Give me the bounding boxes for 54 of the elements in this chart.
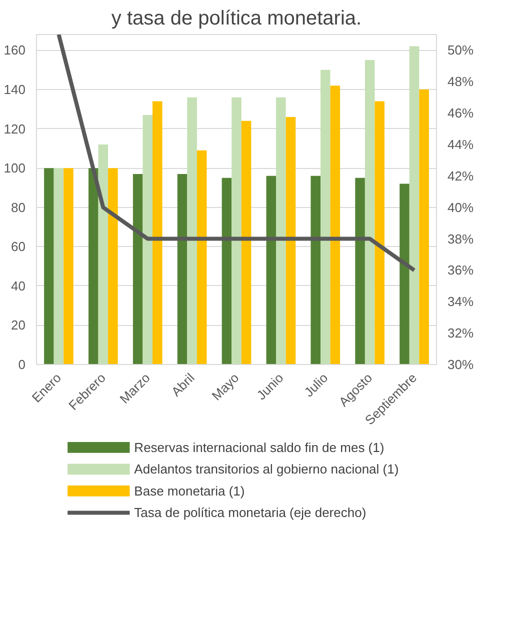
bar — [400, 184, 410, 364]
bar — [142, 115, 152, 364]
legend-label: Tasa de política monetaria (eje derecho) — [134, 505, 366, 520]
line-series — [56, 34, 416, 272]
legend-label: Base monetaria (1) — [134, 483, 245, 498]
bar — [364, 60, 375, 364]
bar — [98, 144, 108, 364]
y-tick-label: 20 — [11, 318, 26, 333]
y2-tick-label: 34% — [448, 294, 474, 310]
y-tick-label: 140 — [4, 82, 26, 97]
bar — [241, 120, 252, 364]
y2-tick-label: 30% — [448, 357, 474, 372]
bar — [355, 178, 365, 364]
y-tick-label: 60 — [11, 239, 26, 254]
bar — [177, 174, 188, 364]
bar — [286, 117, 296, 364]
x-tick-label: Julio — [301, 370, 331, 400]
y2-tick-label: 36% — [448, 262, 474, 278]
bar — [330, 86, 340, 364]
y-tick-label: 0 — [18, 357, 26, 372]
legend-label: Adelantos transitorios al gobierno nacional (1) — [134, 462, 399, 477]
bar — [88, 168, 98, 364]
bar — [374, 101, 384, 364]
y2-tick-label: 40% — [448, 200, 474, 215]
y-tick-label: 120 — [4, 121, 26, 136]
y2-tick-label: 44% — [448, 137, 474, 152]
y2-tick-label: 38% — [448, 231, 474, 246]
bar — [222, 178, 232, 364]
bar — [132, 174, 143, 364]
legend-label: Reservas internacional saldo fin de mes (1) — [134, 440, 384, 455]
bar — [276, 97, 286, 364]
y2-tick-label: 46% — [448, 106, 474, 121]
y2-tick-label: 42% — [448, 168, 474, 184]
y-tick-label: 80 — [11, 200, 26, 215]
bar — [196, 150, 207, 364]
bar — [232, 97, 242, 364]
bar — [54, 168, 64, 364]
bar — [310, 176, 320, 364]
bar — [152, 101, 162, 364]
bar — [409, 46, 420, 364]
bar — [320, 70, 330, 364]
chart-title: y tasa de política monetaria. — [111, 8, 362, 30]
bar — [187, 97, 197, 364]
bar — [108, 168, 118, 364]
bar — [419, 90, 429, 364]
bar — [266, 176, 276, 364]
y-tick-label: 100 — [4, 160, 26, 176]
y2-tick-label: 48% — [448, 74, 474, 90]
bar — [64, 168, 74, 364]
y-tick-label: 160 — [4, 42, 26, 58]
bar — [44, 168, 54, 364]
y2-tick-label: 50% — [448, 42, 474, 58]
y-tick-label: 40 — [11, 278, 26, 294]
y2-tick-label: 32% — [448, 326, 474, 341]
